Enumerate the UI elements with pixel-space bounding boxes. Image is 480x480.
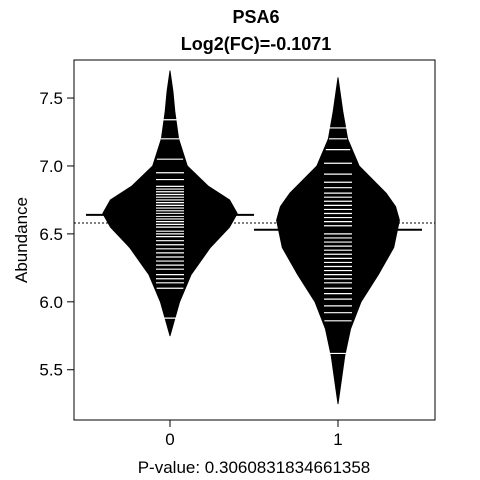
y-tick-label: 5.5 [39,361,63,380]
plot-frame [73,59,436,421]
y-tick-label: 6.0 [39,293,63,312]
y-tick-label: 7.5 [39,89,63,108]
y-tick-label: 6.5 [39,225,63,244]
x-tick-label: 1 [333,430,342,449]
y-axis-label: Abundance [12,197,31,283]
bean-density-1 [276,77,400,405]
bean-0 [86,70,254,337]
y-tick-label: 7.0 [39,157,63,176]
bean-1 [254,77,422,405]
x-axis-label: P-value: 0.3060831834661358 [138,458,371,477]
x-tick-label: 0 [165,430,174,449]
chart-title: PSA6 [232,7,279,27]
chart-subtitle: Log2(FC)=-0.1071 [181,34,332,54]
bean-density-0 [102,70,238,337]
